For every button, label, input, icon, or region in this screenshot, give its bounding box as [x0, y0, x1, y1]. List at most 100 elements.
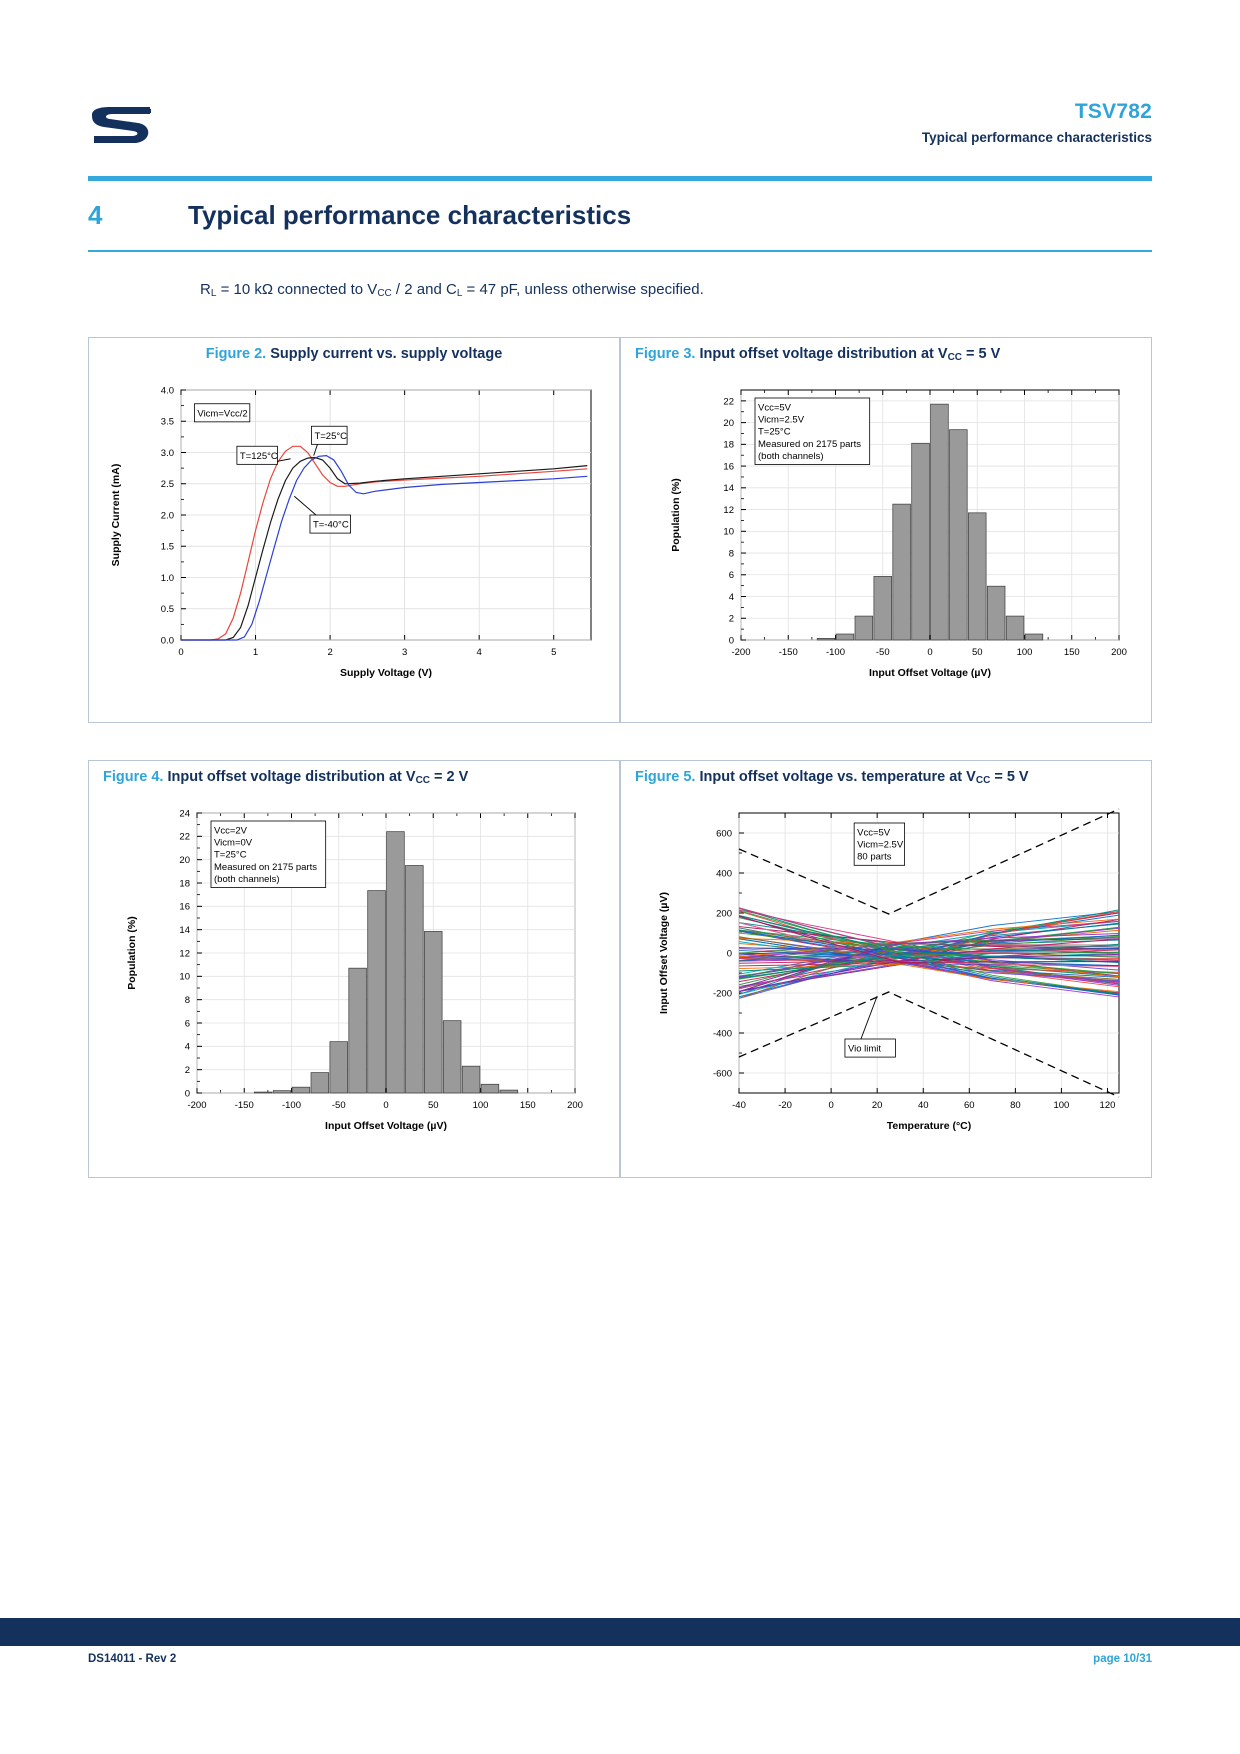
svg-text:1.5: 1.5 — [161, 542, 174, 553]
svg-text:(both channels): (both channels) — [758, 451, 823, 462]
svg-text:24: 24 — [179, 808, 190, 819]
svg-text:4: 4 — [477, 647, 482, 658]
svg-text:Supply Current (mA): Supply Current (mA) — [110, 464, 122, 567]
svg-text:0: 0 — [828, 1100, 833, 1111]
svg-text:100: 100 — [1017, 647, 1033, 658]
svg-text:150: 150 — [1064, 647, 1080, 658]
svg-text:8: 8 — [729, 548, 734, 559]
footer-page-number: page 10/31 — [1093, 1653, 1152, 1665]
svg-text:4: 4 — [729, 592, 734, 603]
svg-text:3: 3 — [402, 647, 407, 658]
svg-text:-150: -150 — [779, 647, 798, 658]
st-logo-icon — [92, 107, 151, 143]
svg-text:3.0: 3.0 — [161, 448, 174, 459]
svg-text:3.5: 3.5 — [161, 417, 174, 428]
svg-text:12: 12 — [179, 948, 190, 959]
svg-text:10: 10 — [179, 972, 190, 983]
svg-text:80: 80 — [1010, 1100, 1021, 1111]
svg-text:10: 10 — [723, 527, 734, 538]
svg-text:5: 5 — [551, 647, 556, 658]
svg-text:1: 1 — [253, 647, 258, 658]
header-divider — [88, 176, 1152, 181]
svg-text:60: 60 — [964, 1100, 975, 1111]
svg-text:20: 20 — [723, 418, 734, 429]
svg-text:T=25°C: T=25°C — [314, 431, 347, 442]
svg-text:16: 16 — [179, 902, 190, 913]
svg-text:0: 0 — [727, 948, 732, 959]
svg-text:400: 400 — [716, 868, 732, 879]
section-number: 4 — [88, 200, 103, 230]
svg-text:T=25°C: T=25°C — [214, 850, 247, 861]
figure-4-plot: -200 -150 -100 -50 0 50 100 150 200 0 2 4 6 8 10 12 14 16… — [89, 791, 621, 1171]
svg-text:600: 600 — [716, 828, 732, 839]
svg-text:Vicm=0V: Vicm=0V — [214, 838, 253, 849]
svg-text:Population (%): Population (%) — [126, 916, 138, 990]
svg-text:-200: -200 — [187, 1100, 206, 1111]
svg-text:Temperature (°C): Temperature (°C) — [887, 1120, 972, 1132]
svg-text:4: 4 — [185, 1042, 190, 1053]
figure-4-panel: Figure 4. Input offset voltage distribut… — [88, 760, 620, 1178]
footer-band — [0, 1618, 1240, 1646]
svg-text:-40: -40 — [732, 1100, 746, 1111]
figure-5-number: Figure 5. — [635, 769, 696, 785]
svg-text:18: 18 — [179, 878, 190, 889]
svg-text:150: 150 — [520, 1100, 536, 1111]
svg-text:0.0: 0.0 — [161, 635, 174, 646]
figure-3-title: Figure 3. Input offset voltage distribut… — [621, 346, 1151, 363]
svg-text:20: 20 — [179, 855, 190, 866]
figure-2-caption: Supply current vs. supply voltage — [270, 346, 503, 362]
figure-3-caption: Input offset voltage distribution at VCC… — [699, 346, 1001, 363]
svg-text:Population (%): Population (%) — [670, 478, 682, 552]
svg-text:50: 50 — [428, 1100, 439, 1111]
svg-text:-50: -50 — [332, 1100, 346, 1111]
svg-text:Vio limit: Vio limit — [848, 1044, 881, 1055]
page-header: TSV782 Typical performance characteristi… — [88, 100, 1152, 170]
svg-text:2.0: 2.0 — [161, 510, 174, 521]
svg-text:80 parts: 80 parts — [857, 852, 892, 863]
figure-3-number: Figure 3. — [635, 346, 696, 362]
svg-text:8: 8 — [185, 995, 190, 1006]
figure-4-title: Figure 4. Input offset voltage distribut… — [89, 769, 619, 786]
svg-text:0: 0 — [927, 647, 932, 658]
svg-text:18: 18 — [723, 440, 734, 451]
section-divider — [88, 250, 1152, 252]
svg-text:T=-40°C: T=-40°C — [313, 520, 349, 531]
svg-text:6: 6 — [729, 570, 734, 581]
svg-text:Measured on 2175 parts: Measured on 2175 parts — [758, 439, 861, 450]
svg-text:6: 6 — [185, 1018, 190, 1029]
svg-text:Vcc=5V: Vcc=5V — [857, 828, 891, 839]
svg-text:Vcc=2V: Vcc=2V — [214, 826, 248, 837]
svg-text:Vcc=5V: Vcc=5V — [758, 403, 792, 414]
svg-text:16: 16 — [723, 461, 734, 472]
footer-doc-id: DS14011 - Rev 2 — [88, 1653, 177, 1665]
figure-5-panel: Figure 5. Input offset voltage vs. tempe… — [620, 760, 1152, 1178]
svg-text:-200: -200 — [713, 988, 732, 999]
svg-text:0: 0 — [178, 647, 183, 658]
svg-text:T=25°C: T=25°C — [758, 427, 791, 438]
svg-text:0: 0 — [729, 635, 734, 646]
svg-text:-100: -100 — [282, 1100, 301, 1111]
svg-text:0: 0 — [383, 1100, 388, 1111]
svg-text:2.5: 2.5 — [161, 479, 174, 490]
svg-text:2: 2 — [185, 1065, 190, 1076]
svg-text:Vicm=2.5V: Vicm=2.5V — [857, 840, 904, 851]
svg-text:14: 14 — [723, 483, 734, 494]
svg-text:T=125°C: T=125°C — [240, 451, 278, 462]
svg-text:4.0: 4.0 — [161, 385, 174, 396]
svg-text:20: 20 — [872, 1100, 883, 1111]
svg-text:40: 40 — [918, 1100, 929, 1111]
svg-text:-600: -600 — [713, 1068, 732, 1079]
svg-text:12: 12 — [723, 505, 734, 516]
svg-text:(both channels): (both channels) — [214, 874, 279, 885]
header-section-name: Typical performance characteristics — [921, 130, 1152, 145]
figure-5-plot: -40 -20 0 20 40 60 80 100 120 -600 -400 -200 0 200 400… — [621, 791, 1153, 1171]
figure-4-caption: Input offset voltage distribution at VCC… — [167, 769, 469, 786]
svg-text:2: 2 — [729, 614, 734, 625]
svg-text:-200: -200 — [731, 647, 750, 658]
figure-3-panel: Figure 3. Input offset voltage distribut… — [620, 337, 1152, 723]
svg-text:0: 0 — [185, 1088, 190, 1099]
svg-text:Measured on 2175 parts: Measured on 2175 parts — [214, 862, 317, 873]
svg-text:200: 200 — [567, 1100, 583, 1111]
svg-text:Vicm=2.5V: Vicm=2.5V — [758, 415, 805, 426]
